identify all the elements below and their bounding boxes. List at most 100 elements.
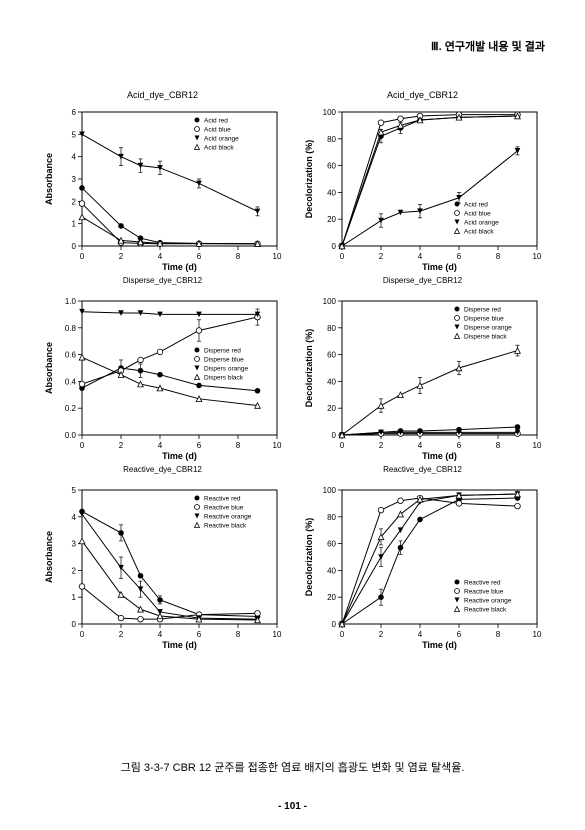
svg-text:Acid red: Acid red <box>464 202 488 209</box>
svg-text:Reactive orange: Reactive orange <box>464 598 512 605</box>
chart-cell: 02468100.00.20.40.60.81.0Time (d)Absorba… <box>40 293 285 474</box>
svg-text:0: 0 <box>332 431 337 440</box>
svg-text:60: 60 <box>327 162 336 171</box>
svg-text:Acid red: Acid red <box>204 118 228 125</box>
svg-text:Reactive blue: Reactive blue <box>204 505 244 512</box>
svg-text:0: 0 <box>332 620 337 629</box>
svg-text:40: 40 <box>327 566 336 575</box>
svg-text:1.0: 1.0 <box>65 297 77 306</box>
svg-text:Dispers black: Dispers black <box>204 375 244 382</box>
chart-react_abs: 0246810012345Time (d)AbsorbanceReactive … <box>40 482 285 652</box>
svg-text:40: 40 <box>327 377 336 386</box>
svg-text:Disperse blue: Disperse blue <box>464 316 504 323</box>
svg-text:2: 2 <box>119 252 124 261</box>
svg-text:3: 3 <box>72 540 77 549</box>
section-header: Ⅲ. 연구개발 내용 및 결과 <box>431 38 545 54</box>
figure-caption: 그림 3-3-7 CBR 12 균주를 접종한 염료 배지의 흡광도 변화 및 … <box>0 759 585 775</box>
svg-text:2: 2 <box>119 441 124 450</box>
svg-text:0: 0 <box>80 252 85 261</box>
chart-subtitle: Reactive_dye_CBR12 <box>40 465 285 474</box>
chart-title: Acid_dye_CBR12 <box>300 90 545 100</box>
svg-text:Absorbance: Absorbance <box>44 531 54 583</box>
svg-text:4: 4 <box>158 252 163 261</box>
svg-text:Disperse orange: Disperse orange <box>464 325 512 332</box>
svg-text:Dispers orange: Dispers orange <box>204 366 248 373</box>
chart-cell: 0246810012345Time (d)AbsorbanceReactive … <box>40 482 285 652</box>
chart-row: Acid_dye_CBR1202468100123456Time (d)Abso… <box>40 90 545 285</box>
svg-text:8: 8 <box>236 441 241 450</box>
svg-text:Reactive red: Reactive red <box>204 496 241 503</box>
svg-text:2: 2 <box>72 197 77 206</box>
svg-text:0: 0 <box>340 441 345 450</box>
svg-text:4: 4 <box>418 630 423 639</box>
svg-text:100: 100 <box>323 297 337 306</box>
svg-text:Time (d): Time (d) <box>162 451 197 461</box>
svg-text:Acid orange: Acid orange <box>464 220 499 227</box>
svg-text:0: 0 <box>72 620 77 629</box>
svg-text:6: 6 <box>457 441 462 450</box>
svg-text:4: 4 <box>158 630 163 639</box>
svg-text:5: 5 <box>72 486 77 495</box>
svg-text:Time (d): Time (d) <box>162 640 197 650</box>
chart-cell: Acid_dye_CBR120246810020406080100Time (d… <box>300 90 545 285</box>
svg-text:0: 0 <box>332 242 337 251</box>
chart-acid_dec: 0246810020406080100Time (d)Decolorizatio… <box>300 104 545 274</box>
svg-text:80: 80 <box>327 513 336 522</box>
svg-text:60: 60 <box>327 540 336 549</box>
svg-text:4: 4 <box>72 513 77 522</box>
svg-text:Disperse red: Disperse red <box>204 348 241 355</box>
svg-text:10: 10 <box>273 630 282 639</box>
svg-text:6: 6 <box>197 630 202 639</box>
chart-row: 02468100.00.20.40.60.81.0Time (d)Absorba… <box>40 293 545 474</box>
svg-text:Decolorization (%): Decolorization (%) <box>304 140 314 219</box>
svg-text:0: 0 <box>80 441 85 450</box>
svg-text:1: 1 <box>72 593 77 602</box>
svg-text:1: 1 <box>72 220 77 229</box>
svg-text:2: 2 <box>379 630 384 639</box>
svg-text:20: 20 <box>327 404 336 413</box>
svg-text:100: 100 <box>323 486 337 495</box>
svg-text:0.4: 0.4 <box>65 377 77 386</box>
svg-text:0.8: 0.8 <box>65 324 77 333</box>
chart-title: Acid_dye_CBR12 <box>40 90 285 100</box>
svg-text:10: 10 <box>273 252 282 261</box>
svg-text:20: 20 <box>327 215 336 224</box>
svg-text:2: 2 <box>72 566 77 575</box>
chart-react_dec: 0246810020406080100Time (d)Decolorizatio… <box>300 482 545 652</box>
svg-text:6: 6 <box>197 441 202 450</box>
svg-text:Reactive orange: Reactive orange <box>204 514 252 521</box>
svg-text:6: 6 <box>72 108 77 117</box>
svg-text:2: 2 <box>379 441 384 450</box>
chart-cell: 0246810020406080100Time (d)Decolorizatio… <box>300 293 545 474</box>
svg-text:10: 10 <box>533 441 542 450</box>
svg-text:Decolorization (%): Decolorization (%) <box>304 518 314 597</box>
svg-text:Disperse red: Disperse red <box>464 307 501 314</box>
svg-text:6: 6 <box>457 252 462 261</box>
svg-text:100: 100 <box>323 108 337 117</box>
svg-text:6: 6 <box>197 252 202 261</box>
svg-text:Acid blue: Acid blue <box>464 211 491 218</box>
svg-text:Time (d): Time (d) <box>422 262 457 272</box>
svg-text:Acid black: Acid black <box>464 229 494 236</box>
svg-text:3: 3 <box>72 175 77 184</box>
chart-subtitle: Disperse_dye_CBR12 <box>40 276 285 285</box>
svg-text:10: 10 <box>533 252 542 261</box>
chart-row: 0246810012345Time (d)AbsorbanceReactive … <box>40 482 545 652</box>
svg-text:Absorbance: Absorbance <box>44 342 54 394</box>
svg-text:Acid blue: Acid blue <box>204 127 231 134</box>
svg-text:0: 0 <box>80 630 85 639</box>
svg-text:10: 10 <box>533 630 542 639</box>
svg-text:0.6: 0.6 <box>65 351 77 360</box>
svg-text:0: 0 <box>340 252 345 261</box>
svg-text:Decolorization (%): Decolorization (%) <box>304 329 314 408</box>
svg-text:10: 10 <box>273 441 282 450</box>
svg-text:20: 20 <box>327 593 336 602</box>
svg-text:0: 0 <box>72 242 77 251</box>
svg-text:Time (d): Time (d) <box>162 262 197 272</box>
svg-text:Disperse blue: Disperse blue <box>204 357 244 364</box>
svg-text:Disperse black: Disperse black <box>464 334 507 341</box>
svg-text:60: 60 <box>327 351 336 360</box>
svg-text:0.0: 0.0 <box>65 431 77 440</box>
svg-text:Reactive black: Reactive black <box>464 607 507 614</box>
charts-grid: Acid_dye_CBR1202468100123456Time (d)Abso… <box>40 90 545 660</box>
